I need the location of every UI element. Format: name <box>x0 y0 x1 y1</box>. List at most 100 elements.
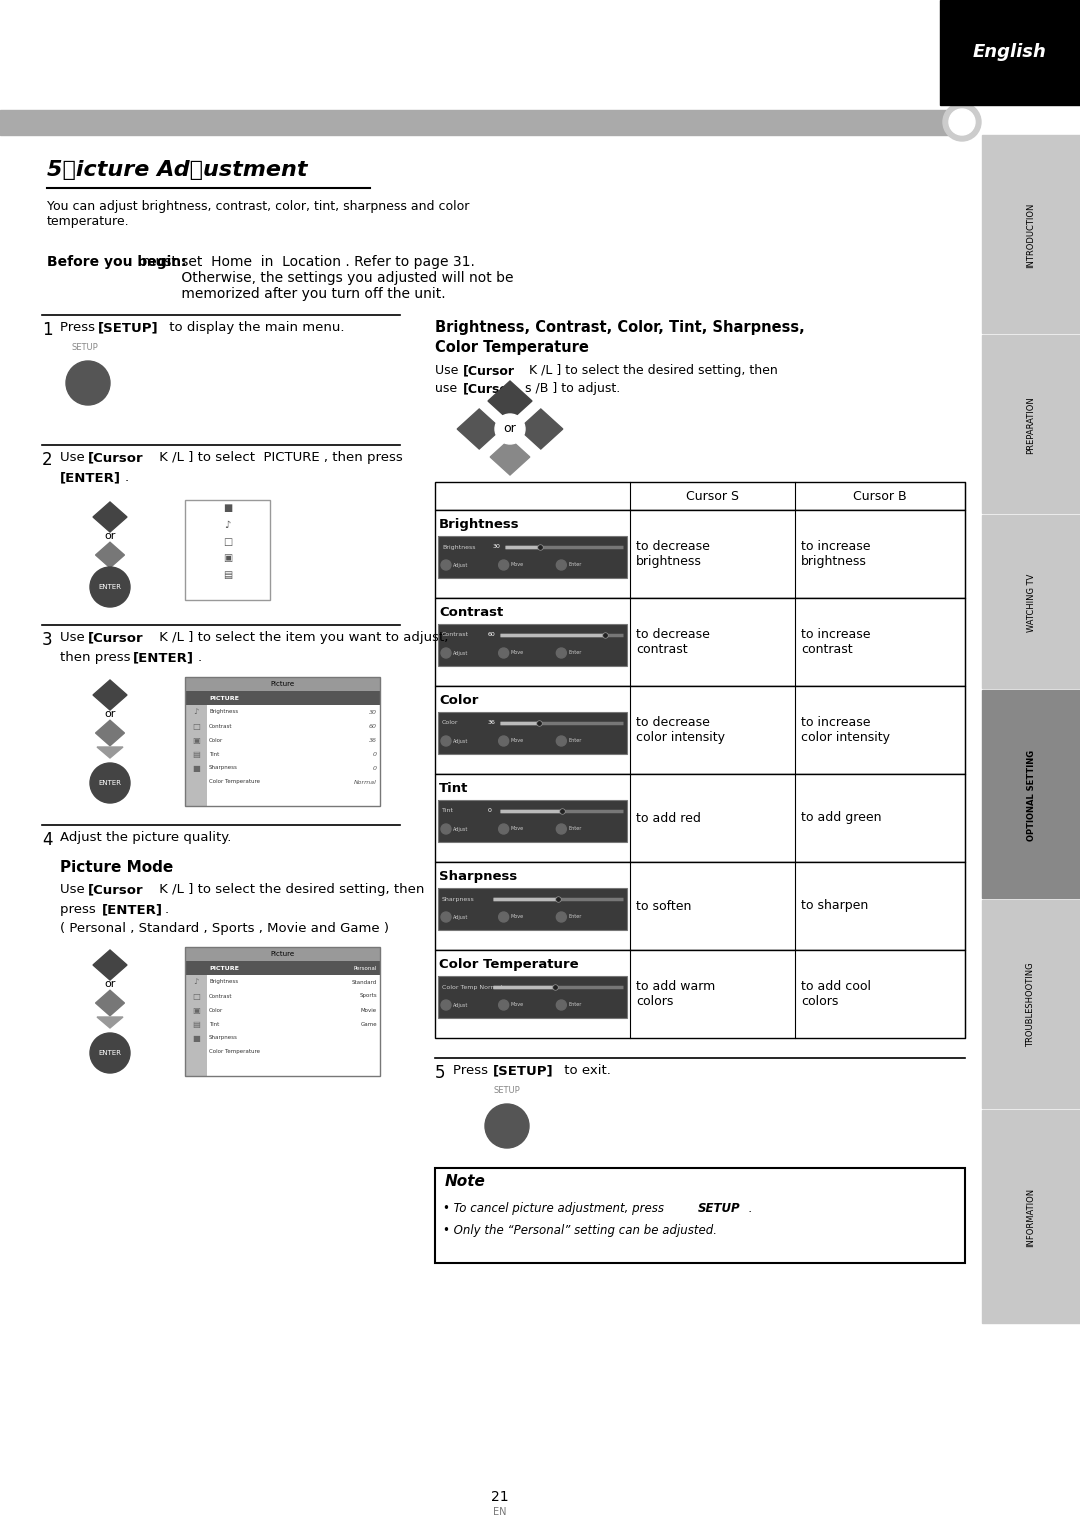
Text: Personal: Personal <box>353 966 377 971</box>
Bar <box>982 336 1080 513</box>
Polygon shape <box>97 1016 123 1029</box>
Circle shape <box>499 736 509 746</box>
Text: Sharpness: Sharpness <box>442 896 475 902</box>
Bar <box>982 134 1080 333</box>
Bar <box>982 690 1080 897</box>
Text: 36: 36 <box>369 737 377 743</box>
Bar <box>438 800 627 842</box>
Polygon shape <box>93 951 127 980</box>
Text: Adjust: Adjust <box>453 827 469 832</box>
Text: ■: ■ <box>192 763 200 772</box>
Text: 3: 3 <box>42 630 53 649</box>
Text: to increase
color intensity: to increase color intensity <box>801 716 890 745</box>
Text: K /L ] to select the desired setting, then: K /L ] to select the desired setting, th… <box>525 365 778 377</box>
Circle shape <box>90 1033 130 1073</box>
Circle shape <box>485 1103 529 1148</box>
Text: 1: 1 <box>42 320 53 339</box>
Text: Sharpness: Sharpness <box>210 1036 238 1041</box>
Text: PREPARATION: PREPARATION <box>1026 397 1036 453</box>
Text: or: or <box>105 980 116 989</box>
Bar <box>185 691 380 705</box>
Text: 0: 0 <box>373 766 377 771</box>
Text: Normal: Normal <box>354 780 377 784</box>
Text: [ENTER]: [ENTER] <box>102 903 163 916</box>
Bar <box>982 514 1080 688</box>
Text: ■: ■ <box>192 1033 200 1042</box>
Bar <box>435 687 966 774</box>
Bar <box>435 510 966 598</box>
Text: to exit.: to exit. <box>561 1064 611 1077</box>
Text: Brightness: Brightness <box>210 980 238 984</box>
Text: □: □ <box>192 722 200 731</box>
Text: • Only the “Personal” setting can be adjusted.: • Only the “Personal” setting can be adj… <box>443 1224 717 1238</box>
Text: Color Temperature: Color Temperature <box>435 340 589 356</box>
Text: .: . <box>745 1202 753 1215</box>
Text: Enter: Enter <box>568 914 582 920</box>
Text: Color: Color <box>210 1007 224 1012</box>
Text: EN: EN <box>494 1508 507 1517</box>
Text: Tint: Tint <box>442 809 454 813</box>
Text: SETUP: SETUP <box>698 1202 741 1215</box>
Text: INFORMATION: INFORMATION <box>1026 1187 1036 1247</box>
Text: or: or <box>105 531 116 542</box>
Text: Enter: Enter <box>568 739 582 743</box>
Text: Tint: Tint <box>438 781 469 795</box>
Text: [Cursor: [Cursor <box>87 630 144 644</box>
Text: to add red: to add red <box>636 812 701 824</box>
Bar <box>435 1167 966 1264</box>
Circle shape <box>556 560 566 571</box>
Text: Picture: Picture <box>270 681 295 687</box>
Text: PICTURE: PICTURE <box>210 966 239 971</box>
Text: ▤: ▤ <box>192 749 200 758</box>
Text: Color: Color <box>442 720 459 725</box>
Circle shape <box>441 736 451 746</box>
Text: Sharpness: Sharpness <box>210 766 238 771</box>
Text: K /L ] to select  PICTURE , then press: K /L ] to select PICTURE , then press <box>156 452 403 464</box>
Text: ♪: ♪ <box>193 708 199 717</box>
Text: Adjust: Adjust <box>453 1003 469 1007</box>
Circle shape <box>556 736 566 746</box>
Circle shape <box>90 763 130 803</box>
Text: 21: 21 <box>491 1489 509 1505</box>
Text: Contrast: Contrast <box>442 632 469 638</box>
Text: [Cursor: [Cursor <box>463 365 515 377</box>
Text: Use: Use <box>60 452 89 464</box>
Text: English: English <box>973 43 1047 61</box>
Bar <box>185 501 270 600</box>
Text: Brightness: Brightness <box>442 545 475 549</box>
Text: [Cursor: [Cursor <box>87 884 144 896</box>
Text: 0: 0 <box>488 809 491 813</box>
Text: SETUP: SETUP <box>72 343 98 353</box>
Text: to add cool
colors: to add cool colors <box>801 980 870 1009</box>
Polygon shape <box>97 748 123 758</box>
Bar <box>982 1109 1080 1323</box>
Polygon shape <box>95 990 124 1016</box>
Bar <box>438 624 627 665</box>
Text: Adjust: Adjust <box>453 563 469 568</box>
Text: to increase
brightness: to increase brightness <box>801 540 870 568</box>
Circle shape <box>495 414 525 444</box>
Text: then press: then press <box>60 652 135 664</box>
Polygon shape <box>488 382 532 421</box>
Text: Move: Move <box>511 1003 524 1007</box>
Text: Enter: Enter <box>568 650 582 656</box>
Text: 5: 5 <box>435 1064 446 1082</box>
Text: 60: 60 <box>488 632 496 638</box>
Bar <box>438 536 627 578</box>
Text: SETUP: SETUP <box>492 1087 519 1096</box>
Text: Contrast: Contrast <box>210 993 232 998</box>
Text: to decrease
color intensity: to decrease color intensity <box>636 716 725 745</box>
Text: You can adjust brightness, contrast, color, tint, sharpness and color
temperatur: You can adjust brightness, contrast, col… <box>48 200 470 227</box>
Text: INTRODUCTION: INTRODUCTION <box>1026 203 1036 267</box>
Text: to decrease
brightness: to decrease brightness <box>636 540 710 568</box>
Text: Color: Color <box>438 694 478 707</box>
Text: [SETUP]: [SETUP] <box>98 320 159 334</box>
Circle shape <box>556 913 566 922</box>
Text: OPTIONAL SETTING: OPTIONAL SETTING <box>1026 749 1036 841</box>
Text: to decrease
contrast: to decrease contrast <box>636 629 710 656</box>
Text: Color Temperature: Color Temperature <box>438 958 579 971</box>
Text: to increase
contrast: to increase contrast <box>801 629 870 656</box>
Circle shape <box>499 649 509 658</box>
Text: Enter: Enter <box>568 1003 582 1007</box>
Bar <box>435 598 966 687</box>
